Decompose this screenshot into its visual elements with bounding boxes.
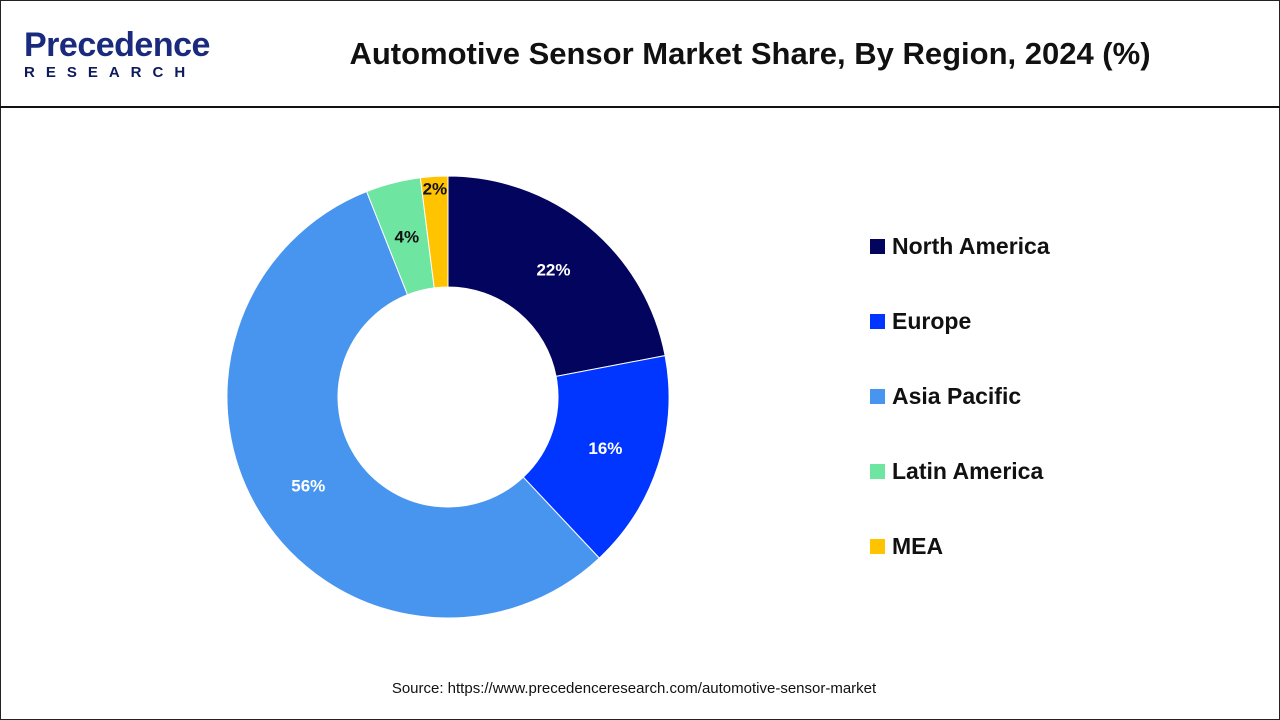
data-label: 16% — [588, 439, 622, 458]
legend-item: North America — [870, 209, 1050, 284]
data-label: 2% — [423, 179, 448, 198]
legend-swatch — [870, 539, 885, 554]
data-label: 56% — [291, 477, 325, 496]
legend-swatch — [870, 239, 885, 254]
legend-item: Latin America — [870, 434, 1050, 509]
slice-europe — [522, 355, 670, 559]
logo-main: Precedence — [24, 26, 210, 64]
legend-swatch — [870, 314, 885, 329]
slice-north-america — [447, 175, 666, 377]
legend-label: North America — [892, 233, 1050, 259]
legend: North America Europe Asia Pacific Latin Ame… — [870, 209, 1050, 584]
legend-swatch — [870, 464, 885, 479]
legend-item: MEA — [870, 509, 1050, 584]
header: Precedence RESEARCH Automotive Sensor Ma… — [0, 0, 1280, 108]
logo-sub: RESEARCH — [24, 64, 197, 81]
legend-item: Asia Pacific — [870, 359, 1050, 434]
data-label: 22% — [536, 260, 570, 279]
legend-label: MEA — [892, 533, 944, 559]
precedence-research-logo: Precedence RESEARCH — [24, 28, 210, 82]
legend-swatch — [870, 389, 885, 404]
legend-label: Asia Pacific — [892, 383, 1022, 409]
source-note: Source: https://www.precedenceresearch.c… — [391, 680, 877, 697]
donut-chart: 22% 16% 56% 4% 2% — [226, 175, 670, 619]
legend-label: Europe — [892, 308, 972, 334]
legend-item: Europe — [870, 284, 1050, 359]
legend-label: Latin America — [892, 458, 1044, 484]
chart-title: Automotive Sensor Market Share, By Regio… — [349, 36, 1151, 71]
slice-asia-pacific — [226, 190, 600, 619]
data-label: 4% — [395, 228, 420, 247]
slice-mea — [419, 175, 449, 289]
